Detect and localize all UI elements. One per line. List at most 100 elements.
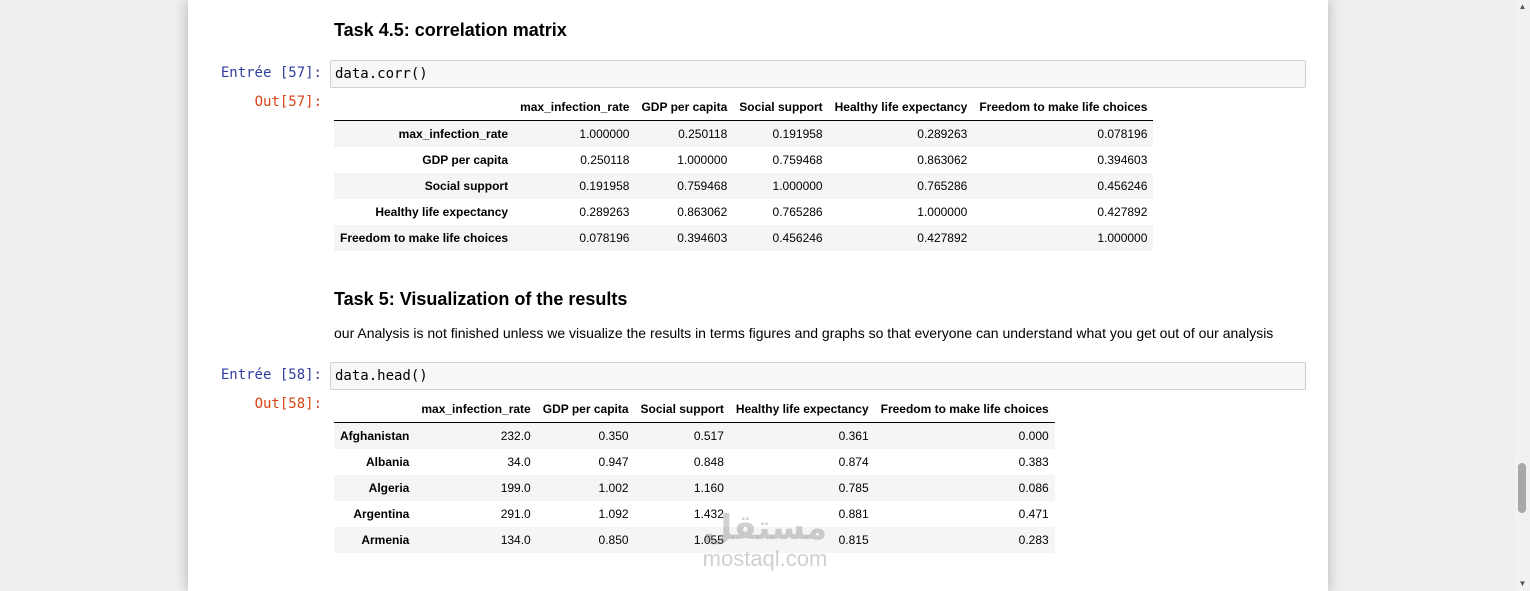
table-cell: 1.000000 xyxy=(677,153,728,167)
table-row: Armenia 134.0 0.850 1.055 0.815 0.283 xyxy=(334,527,1055,553)
column-header: GDP per capita xyxy=(635,94,734,121)
table-cell: 0.815 xyxy=(838,533,869,547)
table-cell: 291.0 xyxy=(500,507,531,521)
table-cell: 0.471 xyxy=(1018,507,1049,521)
row-index-label: Albania xyxy=(366,455,410,469)
cell57-in-prompt: Entrée [57]: xyxy=(220,65,322,81)
table-cell: 0.191958 xyxy=(772,127,823,141)
table-cell: 0.456246 xyxy=(1097,179,1148,193)
table-cell: 1.055 xyxy=(693,533,724,547)
column-header: max_infection_rate xyxy=(415,396,537,423)
table-cell: 0.765286 xyxy=(772,205,823,219)
table-cell: 0.383 xyxy=(1018,455,1049,469)
table-row: GDP per capita 0.250118 1.000000 0.759468 0.… xyxy=(334,147,1153,173)
column-header: Freedom to make life choices xyxy=(874,396,1055,423)
table-cell: 232.0 xyxy=(500,429,531,443)
table-cell: 0.456246 xyxy=(772,231,823,245)
table-cell: 0.000 xyxy=(1018,429,1049,443)
table-cell: 0.250118 xyxy=(580,153,630,167)
table-row: Argentina 291.0 1.092 1.432 0.881 0.471 xyxy=(334,501,1055,527)
table-cell: 0.947 xyxy=(598,455,629,469)
table-header-row: max_infection_rate GDP per capita Social s… xyxy=(334,94,1154,121)
cell58-in-prompt: Entrée [58]: xyxy=(220,367,322,383)
vertical-scrollbar[interactable]: ▲ ▼ xyxy=(1515,0,1530,591)
table-row: max_infection_rate 1.000000 0.250118 0.1919… xyxy=(334,120,1154,147)
table-cell: 0.863062 xyxy=(917,153,968,167)
row-index-label: Afghanistan xyxy=(340,429,410,443)
table-row: Social support 0.191958 0.759468 1.000000 0.… xyxy=(334,173,1154,199)
cell57-out-prompt: Out[57]: xyxy=(254,94,322,110)
table-cell: 1.160 xyxy=(693,481,724,495)
data-head-table: max_infection_rate GDP per capita Social s… xyxy=(334,396,1055,553)
table-cell: 1.000000 xyxy=(579,127,630,141)
column-header: Freedom to make life choices xyxy=(973,94,1154,121)
table-cell: 0.350 xyxy=(598,429,629,443)
column-header: Healthy life expectancy xyxy=(729,396,875,423)
row-index-label: Freedom to make life choices xyxy=(340,231,509,245)
table-cell: 0.863062 xyxy=(677,205,728,219)
table-cell: 0.850 xyxy=(598,533,629,547)
row-index-label: Social support xyxy=(424,179,509,193)
table-cell: 0.517 xyxy=(693,429,724,443)
column-header: Social support xyxy=(733,94,829,121)
table-cell: 0.427892 xyxy=(917,231,968,245)
table-row: Afghanistan 232.0 0.350 0.517 0.361 0.000 xyxy=(334,422,1055,449)
table-cell: 0.191958 xyxy=(579,179,630,193)
cell57-code: data.corr() xyxy=(335,66,428,82)
table-cell: 0.086 xyxy=(1018,481,1049,495)
table-cell: 0.078196 xyxy=(579,231,630,245)
row-index-label: Argentina xyxy=(353,507,410,521)
table-cell: 1.432 xyxy=(693,507,724,521)
table-cell: 0.394603 xyxy=(1097,153,1148,167)
table-cell: 0.361 xyxy=(838,429,869,443)
table-cell: 199.0 xyxy=(500,481,531,495)
row-index-label: Armenia xyxy=(361,533,410,547)
task45-heading: Task 4.5: correlation matrix xyxy=(334,20,567,40)
table-row: Freedom to make life choices 0.078196 0.39… xyxy=(334,225,1154,251)
table-cell: 1.002 xyxy=(598,481,629,495)
table-row: Algeria 199.0 1.002 1.160 0.785 0.086 xyxy=(334,475,1055,501)
table-cell: 0.874 xyxy=(838,455,869,469)
notebook-page: Task 4.5: correlation matrix Entrée [57]… xyxy=(188,0,1328,591)
cell58-out-prompt: Out[58]: xyxy=(254,396,322,412)
table-header-row: max_infection_rate GDP per capita Social s… xyxy=(334,396,1055,423)
table-cell: 1.000000 xyxy=(917,205,968,219)
cell57-code-input[interactable]: data.corr() xyxy=(330,60,1306,88)
row-index-label: Healthy life expectancy xyxy=(375,205,509,219)
table-cell: 1.092 xyxy=(598,507,629,521)
cell58-code: data.head() xyxy=(335,368,428,384)
table-cell: 0.289263 xyxy=(579,205,630,219)
table-cell: 0.765286 xyxy=(917,179,968,193)
table-cell: 0.759468 xyxy=(677,179,728,193)
scrollbar-thumb[interactable] xyxy=(1518,463,1526,513)
table-cell: 0.289263 xyxy=(917,127,968,141)
task5-heading: Task 5: Visualization of the results xyxy=(334,289,628,309)
table-cell: 0.427892 xyxy=(1097,205,1148,219)
table-cell: 0.283 xyxy=(1018,533,1049,547)
column-header: Healthy life expectancy xyxy=(828,94,974,121)
column-header: max_infection_rate xyxy=(514,94,636,121)
scroll-down-arrow-icon[interactable]: ▼ xyxy=(1518,579,1527,588)
correlation-matrix-table: max_infection_rate GDP per capita Social s… xyxy=(334,94,1154,251)
row-index-label: max_infection_rate xyxy=(398,127,509,141)
column-header: GDP per capita xyxy=(536,396,635,423)
table-cell: 34.0 xyxy=(507,455,531,469)
table-row: Healthy life expectancy 0.289263 0.863062 0… xyxy=(334,199,1153,225)
column-header: Social support xyxy=(634,396,730,423)
table-cell: 0.394603 xyxy=(677,231,728,245)
table-cell: 1.000000 xyxy=(772,179,823,193)
table-cell: 0.848 xyxy=(693,455,724,469)
row-index-label: Algeria xyxy=(368,481,410,495)
table-cell: 0.759468 xyxy=(772,153,823,167)
table-cell: 0.250118 xyxy=(678,127,728,141)
table-cell: 0.785 xyxy=(838,481,869,495)
table-cell: 134.0 xyxy=(500,533,531,547)
cell58-code-input[interactable]: data.head() xyxy=(330,362,1306,390)
index-header-blank xyxy=(334,94,515,121)
table-cell: 1.000000 xyxy=(1097,231,1148,245)
row-index-label: GDP per capita xyxy=(422,153,509,167)
table-row: Albania 34.0 0.947 0.848 0.874 0.383 xyxy=(334,449,1055,475)
index-header-blank xyxy=(334,396,416,423)
task5-description: our Analysis is not finished unless we v… xyxy=(334,325,1274,341)
scroll-up-arrow-icon[interactable]: ▲ xyxy=(1518,2,1527,11)
